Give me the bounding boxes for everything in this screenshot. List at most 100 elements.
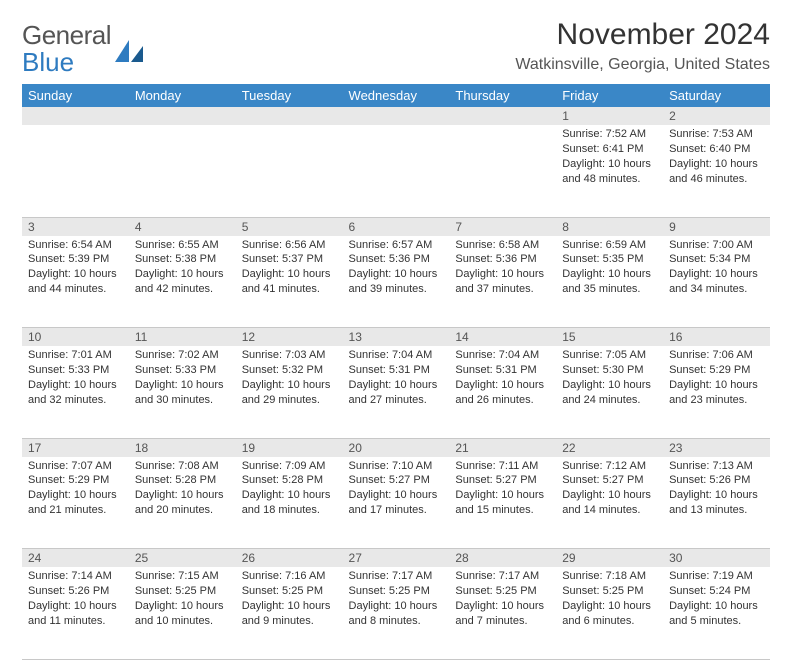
sunrise-text: Sunrise: 7:04 AM bbox=[455, 348, 550, 363]
day-cell-content: Sunrise: 7:08 AMSunset: 5:28 PMDaylight:… bbox=[129, 457, 236, 522]
sunrise-text: Sunrise: 6:55 AM bbox=[135, 238, 230, 253]
day-cell: Sunrise: 7:10 AMSunset: 5:27 PMDaylight:… bbox=[343, 457, 450, 549]
sunset-text: Sunset: 5:31 PM bbox=[349, 363, 444, 378]
day-number-cell bbox=[449, 107, 556, 125]
daylight-text: Daylight: 10 hours and 42 minutes. bbox=[135, 267, 230, 297]
day-cell: Sunrise: 7:00 AMSunset: 5:34 PMDaylight:… bbox=[663, 236, 770, 328]
day-cell-content: Sunrise: 7:01 AMSunset: 5:33 PMDaylight:… bbox=[22, 346, 129, 411]
day-cell-content: Sunrise: 7:04 AMSunset: 5:31 PMDaylight:… bbox=[343, 346, 450, 411]
sunset-text: Sunset: 5:25 PM bbox=[349, 584, 444, 599]
day-cell: Sunrise: 7:09 AMSunset: 5:28 PMDaylight:… bbox=[236, 457, 343, 549]
sunset-text: Sunset: 5:24 PM bbox=[669, 584, 764, 599]
day-cell: Sunrise: 7:19 AMSunset: 5:24 PMDaylight:… bbox=[663, 567, 770, 659]
day-header: Monday bbox=[129, 84, 236, 107]
sunset-text: Sunset: 5:32 PM bbox=[242, 363, 337, 378]
daylight-text: Daylight: 10 hours and 11 minutes. bbox=[28, 599, 123, 629]
day-number-cell: 16 bbox=[663, 328, 770, 347]
day-number-cell: 8 bbox=[556, 217, 663, 236]
day-header: Thursday bbox=[449, 84, 556, 107]
sunrise-text: Sunrise: 6:54 AM bbox=[28, 238, 123, 253]
sunrise-text: Sunrise: 6:58 AM bbox=[455, 238, 550, 253]
day-cell: Sunrise: 6:55 AMSunset: 5:38 PMDaylight:… bbox=[129, 236, 236, 328]
sunrise-text: Sunrise: 7:53 AM bbox=[669, 127, 764, 142]
day-cell-content: Sunrise: 7:10 AMSunset: 5:27 PMDaylight:… bbox=[343, 457, 450, 522]
sunrise-text: Sunrise: 7:17 AM bbox=[455, 569, 550, 584]
calendar-page: General Blue November 2024 Watkinsville,… bbox=[0, 0, 792, 612]
sunrise-text: Sunrise: 7:07 AM bbox=[28, 459, 123, 474]
day-number-cell: 21 bbox=[449, 438, 556, 457]
day-number-cell: 9 bbox=[663, 217, 770, 236]
sunrise-text: Sunrise: 7:04 AM bbox=[349, 348, 444, 363]
day-cell-content: Sunrise: 7:53 AMSunset: 6:40 PMDaylight:… bbox=[663, 125, 770, 190]
day-cell-content: Sunrise: 6:57 AMSunset: 5:36 PMDaylight:… bbox=[343, 236, 450, 301]
day-number-cell: 17 bbox=[22, 438, 129, 457]
day-number-cell: 23 bbox=[663, 438, 770, 457]
day-cell: Sunrise: 7:06 AMSunset: 5:29 PMDaylight:… bbox=[663, 346, 770, 438]
sunrise-text: Sunrise: 7:18 AM bbox=[562, 569, 657, 584]
day-cell: Sunrise: 6:58 AMSunset: 5:36 PMDaylight:… bbox=[449, 236, 556, 328]
day-cell: Sunrise: 7:13 AMSunset: 5:26 PMDaylight:… bbox=[663, 457, 770, 549]
daylight-text: Daylight: 10 hours and 44 minutes. bbox=[28, 267, 123, 297]
daylight-text: Daylight: 10 hours and 35 minutes. bbox=[562, 267, 657, 297]
sunset-text: Sunset: 5:36 PM bbox=[349, 252, 444, 267]
day-header: Sunday bbox=[22, 84, 129, 107]
daylight-text: Daylight: 10 hours and 24 minutes. bbox=[562, 378, 657, 408]
day-number-cell: 1 bbox=[556, 107, 663, 125]
sunset-text: Sunset: 5:34 PM bbox=[669, 252, 764, 267]
daylight-text: Daylight: 10 hours and 10 minutes. bbox=[135, 599, 230, 629]
day-number-cell: 20 bbox=[343, 438, 450, 457]
day-header: Friday bbox=[556, 84, 663, 107]
sunrise-text: Sunrise: 7:09 AM bbox=[242, 459, 337, 474]
sunrise-text: Sunrise: 6:57 AM bbox=[349, 238, 444, 253]
sunset-text: Sunset: 5:37 PM bbox=[242, 252, 337, 267]
day-cell: Sunrise: 7:03 AMSunset: 5:32 PMDaylight:… bbox=[236, 346, 343, 438]
daylight-text: Daylight: 10 hours and 18 minutes. bbox=[242, 488, 337, 518]
sunrise-text: Sunrise: 7:11 AM bbox=[455, 459, 550, 474]
brand-line2: Blue bbox=[22, 47, 111, 78]
day-cell-content: Sunrise: 7:03 AMSunset: 5:32 PMDaylight:… bbox=[236, 346, 343, 411]
sunset-text: Sunset: 5:35 PM bbox=[562, 252, 657, 267]
day-cell-content: Sunrise: 7:14 AMSunset: 5:26 PMDaylight:… bbox=[22, 567, 129, 632]
daylight-text: Daylight: 10 hours and 30 minutes. bbox=[135, 378, 230, 408]
sunset-text: Sunset: 5:28 PM bbox=[242, 473, 337, 488]
daylight-text: Daylight: 10 hours and 17 minutes. bbox=[349, 488, 444, 518]
sunrise-text: Sunrise: 7:17 AM bbox=[349, 569, 444, 584]
day-header: Saturday bbox=[663, 84, 770, 107]
sail-icon bbox=[115, 40, 145, 64]
day-cell: Sunrise: 6:59 AMSunset: 5:35 PMDaylight:… bbox=[556, 236, 663, 328]
sunset-text: Sunset: 6:40 PM bbox=[669, 142, 764, 157]
day-cell-content: Sunrise: 7:02 AMSunset: 5:33 PMDaylight:… bbox=[129, 346, 236, 411]
day-cell-content: Sunrise: 7:04 AMSunset: 5:31 PMDaylight:… bbox=[449, 346, 556, 411]
day-number-cell: 18 bbox=[129, 438, 236, 457]
sunset-text: Sunset: 5:30 PM bbox=[562, 363, 657, 378]
day-number-cell: 7 bbox=[449, 217, 556, 236]
day-cell bbox=[449, 125, 556, 217]
day-cell-content: Sunrise: 6:54 AMSunset: 5:39 PMDaylight:… bbox=[22, 236, 129, 301]
sunset-text: Sunset: 5:38 PM bbox=[135, 252, 230, 267]
day-number-row: 24252627282930 bbox=[22, 549, 770, 568]
brand-logo: General Blue bbox=[22, 18, 145, 78]
daylight-text: Daylight: 10 hours and 8 minutes. bbox=[349, 599, 444, 629]
day-header: Wednesday bbox=[343, 84, 450, 107]
calendar-header-row: SundayMondayTuesdayWednesdayThursdayFrid… bbox=[22, 84, 770, 107]
day-number-cell: 10 bbox=[22, 328, 129, 347]
day-number-cell bbox=[22, 107, 129, 125]
daylight-text: Daylight: 10 hours and 5 minutes. bbox=[669, 599, 764, 629]
sunset-text: Sunset: 5:29 PM bbox=[28, 473, 123, 488]
sunrise-text: Sunrise: 7:15 AM bbox=[135, 569, 230, 584]
daylight-text: Daylight: 10 hours and 39 minutes. bbox=[349, 267, 444, 297]
sunset-text: Sunset: 5:27 PM bbox=[562, 473, 657, 488]
day-number-cell: 30 bbox=[663, 549, 770, 568]
day-number-cell: 6 bbox=[343, 217, 450, 236]
location-text: Watkinsville, Georgia, United States bbox=[515, 56, 770, 74]
day-number-cell: 24 bbox=[22, 549, 129, 568]
sunrise-text: Sunrise: 7:52 AM bbox=[562, 127, 657, 142]
sunset-text: Sunset: 5:26 PM bbox=[28, 584, 123, 599]
day-cell-content: Sunrise: 7:16 AMSunset: 5:25 PMDaylight:… bbox=[236, 567, 343, 632]
sunrise-text: Sunrise: 7:14 AM bbox=[28, 569, 123, 584]
day-number-cell: 26 bbox=[236, 549, 343, 568]
day-cell: Sunrise: 7:11 AMSunset: 5:27 PMDaylight:… bbox=[449, 457, 556, 549]
daylight-text: Daylight: 10 hours and 14 minutes. bbox=[562, 488, 657, 518]
calendar-table: SundayMondayTuesdayWednesdayThursdayFrid… bbox=[22, 84, 770, 660]
daylight-text: Daylight: 10 hours and 15 minutes. bbox=[455, 488, 550, 518]
